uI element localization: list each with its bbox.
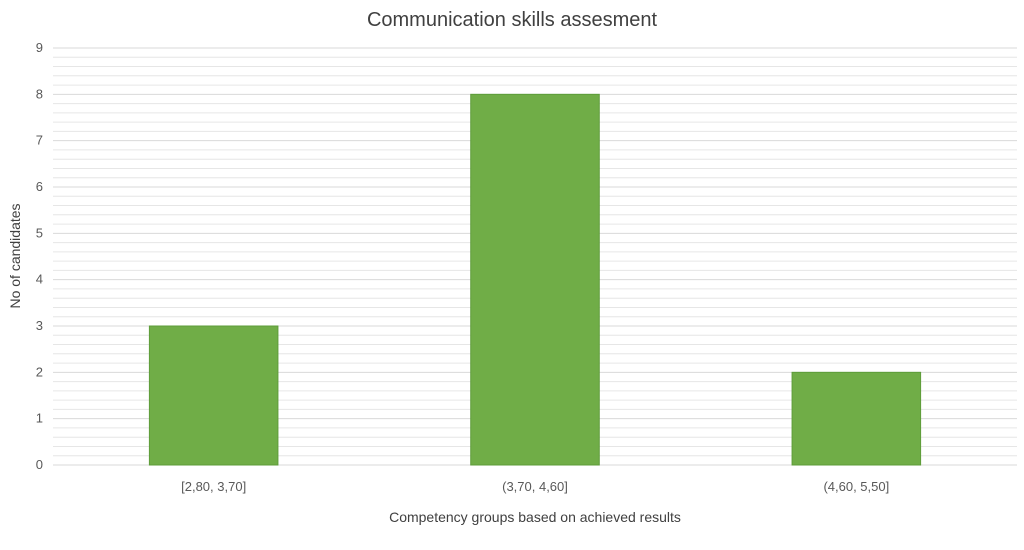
x-category-label: (4,60, 5,50]: [823, 479, 889, 494]
y-tick-label: 1: [36, 411, 43, 426]
y-tick-label: 7: [36, 133, 43, 148]
y-tick-label: 5: [36, 225, 43, 240]
y-tick-label: 4: [36, 272, 43, 287]
y-ticks: 0 1 2 3 4 5 6 7 8 9: [36, 40, 43, 472]
y-tick-label: 9: [36, 40, 43, 55]
y-tick-label: 0: [36, 457, 43, 472]
x-category-label: [2,80, 3,70]: [181, 479, 246, 494]
x-axis-title: Competency groups based on achieved resu…: [389, 509, 681, 525]
bar: [148, 325, 279, 466]
y-tick-label: 6: [36, 179, 43, 194]
y-axis-title: No of candidates: [7, 203, 23, 308]
chart-title: Communication skills assesment: [367, 9, 658, 31]
bars: [148, 93, 922, 466]
y-tick-label: 2: [36, 364, 43, 379]
bar: [791, 371, 922, 466]
bar: [470, 93, 600, 466]
y-tick-label: 3: [36, 318, 43, 333]
x-category-label: (3,70, 4,60]: [502, 479, 568, 494]
y-tick-label: 8: [36, 86, 43, 101]
x-categories: [2,80, 3,70] (3,70, 4,60] (4,60, 5,50]: [181, 479, 889, 494]
